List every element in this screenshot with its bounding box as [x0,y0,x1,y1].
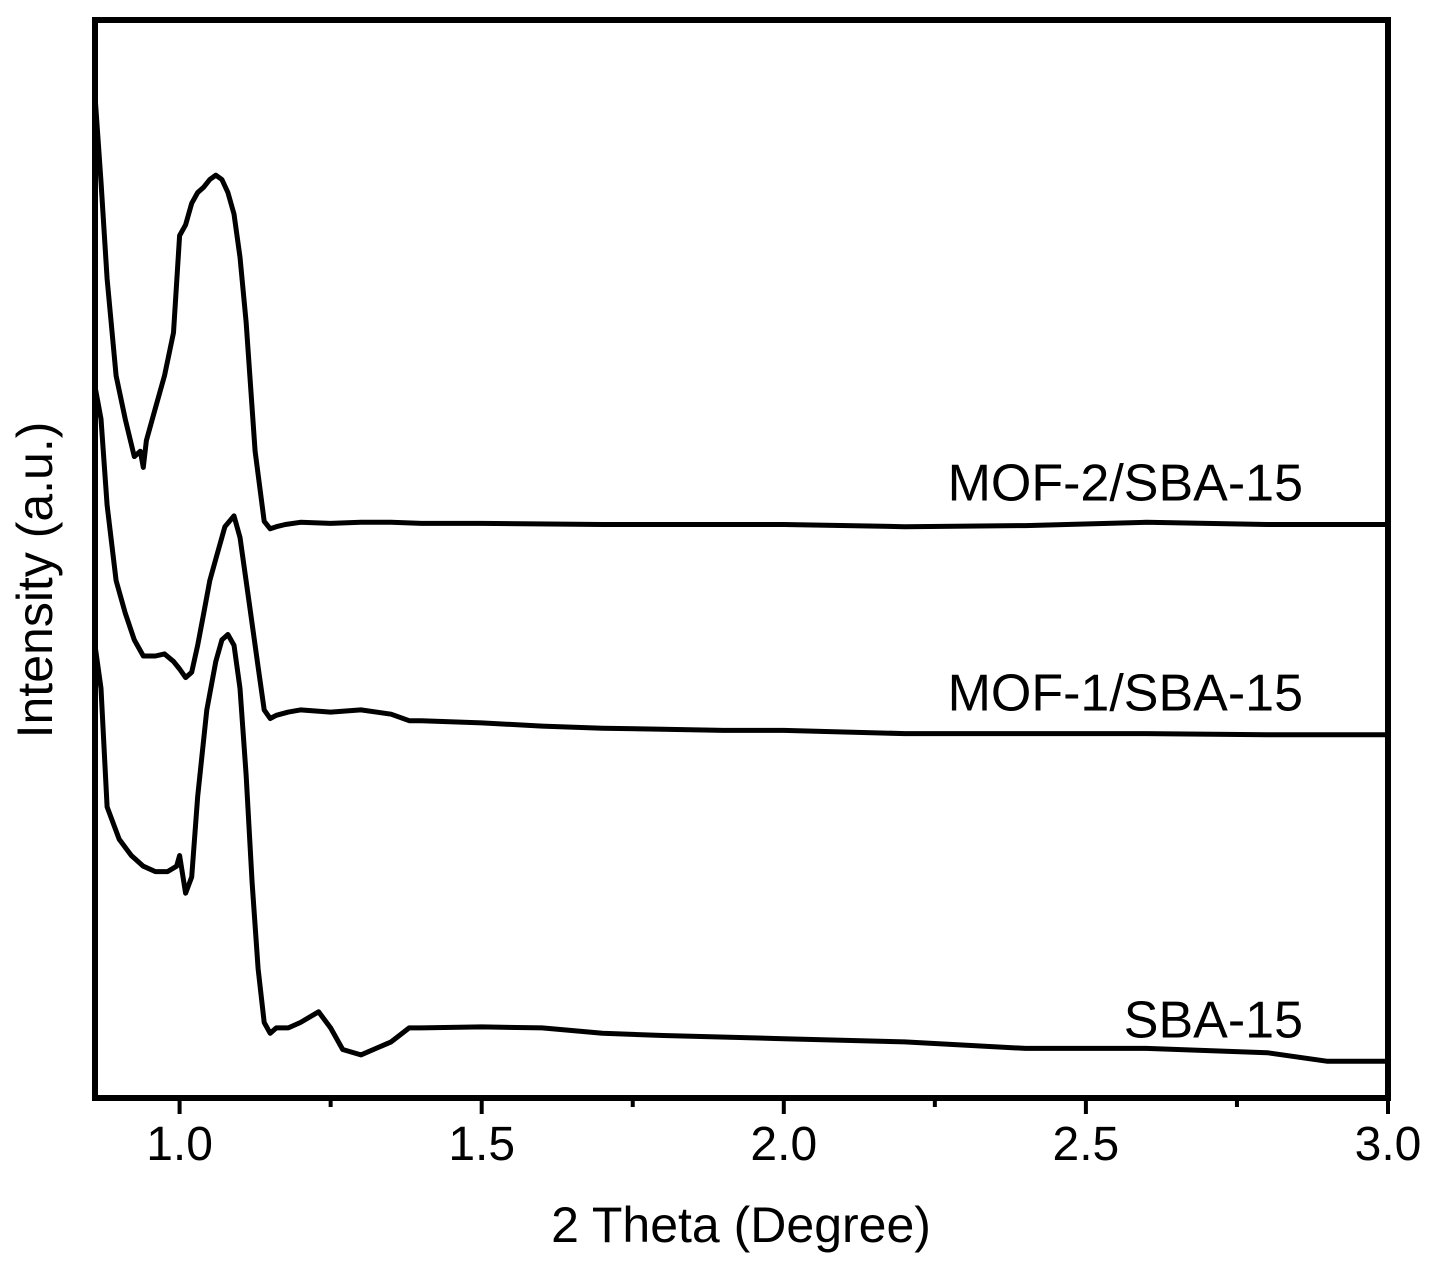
plot-frame [92,17,1391,1101]
x-tick-label: 2.0 [750,1118,817,1171]
series-line-2 [92,384,1391,738]
x-tick-label: 2.5 [1053,1118,1120,1171]
x-axis-ticks [177,1098,1390,1114]
x-tick-label: 3.0 [1355,1118,1422,1171]
x-axis-title: 2 Theta (Degree) [551,1197,931,1253]
series-lines [92,93,1391,1064]
series-label-2: MOF-1/SBA-15 [948,665,1303,723]
series-label-1: MOF-2/SBA-15 [948,455,1303,513]
series-labels: MOF-2/SBA-15 MOF-1/SBA-15 SBA-15 [948,455,1303,1050]
y-axis-title: Intensity (a.u.) [7,422,63,739]
series-line-3 [92,632,1391,1064]
x-tick-label: 1.5 [448,1118,515,1171]
x-axis-tick-labels: 1.0 1.5 2.0 2.5 3.0 [146,1118,1421,1171]
series-line-1 [92,93,1391,532]
series-label-3: SBA-15 [1124,991,1303,1049]
x-tick-label: 1.0 [146,1118,213,1171]
